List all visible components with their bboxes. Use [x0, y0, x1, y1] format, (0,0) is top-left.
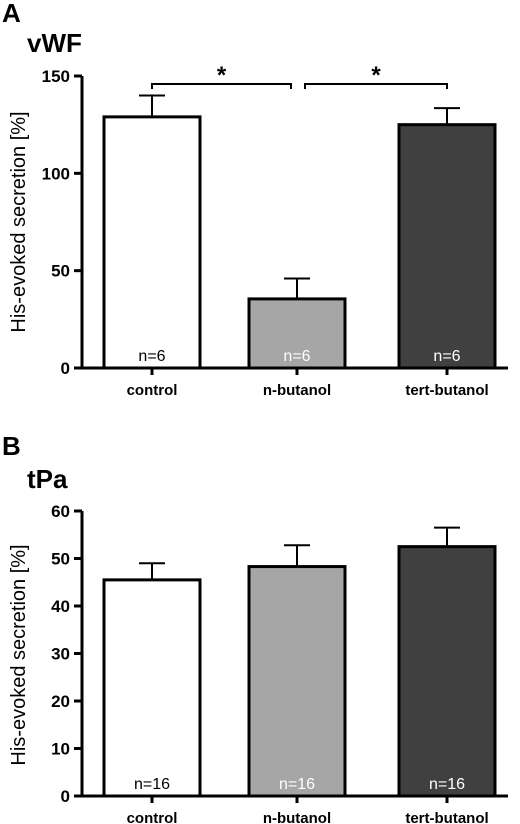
n-label-a: n=6 [138, 348, 165, 365]
panel-letter-a: A [2, 0, 21, 28]
bar-tert-butanol-b [397, 545, 497, 798]
y-axis-label-a: His-evoked secretion [%] [8, 111, 30, 332]
bar-n-butanol-b [247, 565, 347, 798]
n-label-b: n=16 [429, 776, 465, 793]
y-tick-label-b: 0 [61, 787, 70, 806]
x-tick-label-a: n-butanol [263, 382, 331, 399]
y-tick-label-b: 10 [51, 740, 70, 759]
bar-n-butanol-a [247, 297, 347, 370]
y-tick-label-b: 60 [51, 502, 70, 521]
plot-b: 0 10 20 30 40 50 60 control n=16 n-butanol n=16 ter… [51, 502, 508, 824]
panel-b: B tPa His-evoked secretion [%] 0 10 20 30 40… [2, 431, 508, 824]
chart-title-b: tPa [27, 464, 68, 494]
x-tick-label-a: tert-butanol [405, 382, 488, 399]
y-tick-label-b: 50 [51, 550, 70, 569]
significance-star-a: * [371, 62, 381, 89]
n-label-b: n=16 [134, 776, 170, 793]
chart-title-a: vWF [27, 28, 82, 58]
x-tick-label-b: n-butanol [263, 810, 331, 824]
x-tick-label-a: control [127, 382, 178, 399]
significance-bracket-a [151, 83, 292, 89]
significance-star-a: * [217, 62, 227, 89]
y-tick-label-b: 30 [51, 645, 70, 664]
bar-tert-butanol-a [397, 123, 497, 370]
y-tick-label-a: 50 [51, 262, 70, 281]
significance-bracket-a [304, 83, 448, 89]
bar-control-b [102, 578, 202, 798]
n-label-b: n=16 [279, 776, 315, 793]
n-label-a: n=6 [433, 348, 460, 365]
x-tick-label-b: control [127, 810, 178, 824]
panel-letter-b: B [2, 431, 21, 461]
x-tick-label-b: tert-butanol [405, 810, 488, 824]
n-label-a: n=6 [283, 348, 310, 365]
y-tick-label-b: 20 [51, 692, 70, 711]
y-axis-label-b: His-evoked secretion [%] [8, 544, 30, 765]
y-tick-label-b: 40 [51, 597, 70, 616]
bar-control-a [102, 115, 202, 370]
panel-a: A vWF His-evoked secretion [%] 0 50 100 150… [2, 0, 508, 399]
y-tick-label-a: 100 [42, 164, 70, 183]
y-tick-label-a: 0 [61, 359, 70, 378]
plot-a: 0 50 100 150 control n=6 n-butanol n=6 tert-buta… [42, 62, 508, 399]
y-tick-label-a: 150 [42, 67, 70, 86]
